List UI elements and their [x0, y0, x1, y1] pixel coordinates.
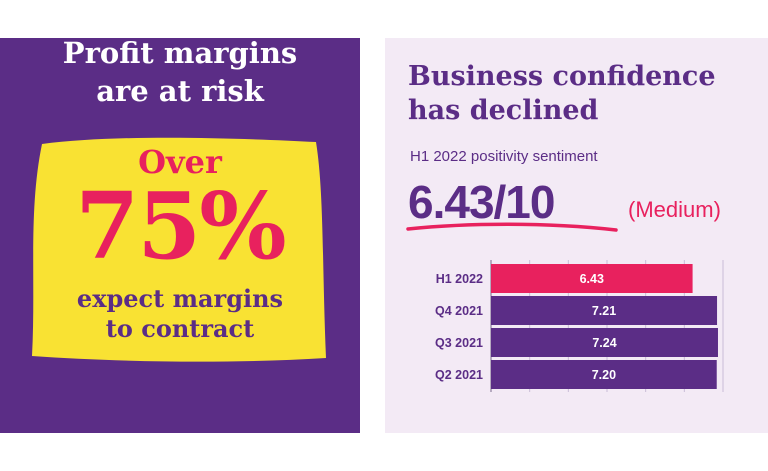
value-label: 7.21: [592, 304, 616, 318]
category-label: Q3 2021: [435, 336, 483, 350]
sentiment-score: 6.43/10: [408, 176, 555, 228]
category-label: Q4 2021: [435, 304, 483, 318]
value-label: 7.20: [592, 368, 616, 382]
caption-line2: to contract: [105, 314, 255, 343]
score-underline: [406, 222, 618, 232]
bar-q2-2021: [491, 360, 717, 389]
category-label: Q2 2021: [435, 368, 483, 382]
category-label: H1 2022: [436, 272, 483, 286]
confidence-title: Business confidence has declined: [408, 60, 758, 128]
percentage-value: 75%: [75, 172, 286, 280]
left-title-line1: Profit margins: [62, 36, 298, 70]
value-label: 7.24: [592, 336, 616, 350]
sentiment-subtitle: H1 2022 positivity sentiment: [410, 148, 598, 165]
confidence-title-line2: has declined: [408, 95, 599, 126]
left-title: Profit margins are at risk: [0, 34, 360, 110]
yellow-highlight-shape: [32, 137, 326, 362]
sentiment-level: (Medium): [628, 197, 721, 222]
margins-caption: expect margins to contract: [0, 284, 360, 344]
bar-h1-2022: [491, 264, 693, 293]
bar-q3-2021: [491, 328, 718, 357]
bar-q4-2021: [491, 296, 718, 325]
confidence-bar-chart: H1 2022 6.43 Q4 2021 7.21 Q3 2021 7.24 Q2 2021…: [435, 260, 724, 392]
left-title-line2: are at risk: [96, 74, 264, 108]
confidence-title-line1: Business confidence: [408, 61, 716, 92]
caption-line1: expect margins: [76, 284, 284, 313]
value-label: 6.43: [580, 272, 604, 286]
over-label: Over: [138, 143, 222, 181]
